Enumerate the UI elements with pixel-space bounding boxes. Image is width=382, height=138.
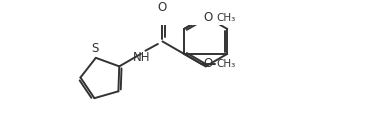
Text: CH₃: CH₃ (216, 13, 235, 23)
Text: O: O (158, 1, 167, 14)
Text: CH₃: CH₃ (216, 59, 235, 70)
Text: O: O (204, 11, 213, 24)
Text: O: O (204, 57, 213, 70)
Text: S: S (91, 42, 99, 55)
Text: NH: NH (133, 51, 150, 64)
